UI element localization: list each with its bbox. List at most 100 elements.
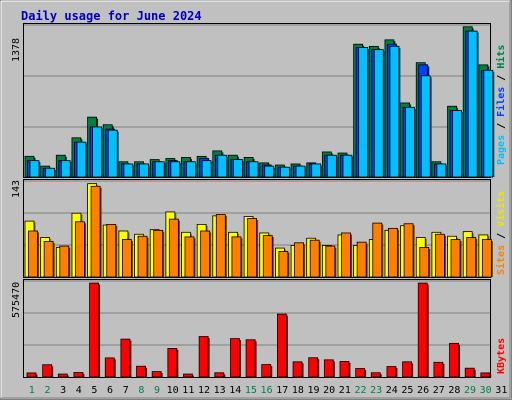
bar-sites-day-25 <box>403 223 414 278</box>
visits-sites-panel <box>23 179 493 278</box>
hits-files-pages-panel <box>23 23 495 178</box>
day-label-8: 8 <box>138 385 144 396</box>
day-label-4: 4 <box>76 385 82 396</box>
bar-pages-day-5 <box>92 126 102 178</box>
day-label-3: 3 <box>60 385 66 396</box>
bar-sites-day-20 <box>325 245 336 278</box>
bar-sites-day-11 <box>184 236 195 278</box>
bar-sites-day-4 <box>75 221 85 278</box>
day-label-19: 19 <box>308 385 320 396</box>
legend-hits: Hits <box>495 45 507 69</box>
bar-sites-day-17 <box>278 250 289 278</box>
bar-sites-day-24 <box>388 227 398 278</box>
bar-pages-day-20 <box>326 154 337 178</box>
bar-pages-day-18 <box>295 165 306 178</box>
bar-pages-day-28 <box>452 110 462 178</box>
bar-pages-day-12 <box>201 160 212 178</box>
bar-kbytes-day-8 <box>136 365 146 378</box>
bar-sites-day-9 <box>153 229 164 278</box>
bar-kbytes-day-24 <box>386 366 397 378</box>
day-label-12: 12 <box>198 385 210 396</box>
legend-visits: Visits <box>495 191 507 227</box>
kbytes-legend: KBytes <box>496 338 507 374</box>
day-label-25: 25 <box>401 385 413 396</box>
visits-max-label: 143 <box>11 180 22 198</box>
bar-sites-day-22 <box>356 241 367 278</box>
bar-kbytes-day-14 <box>230 338 240 378</box>
bar-pages-day-30 <box>483 69 494 178</box>
bar-kbytes-day-4 <box>73 372 84 378</box>
day-label-13: 13 <box>214 385 226 396</box>
day-label-15: 15 <box>245 385 257 396</box>
day-label-23: 23 <box>370 385 382 396</box>
bar-pages-day-25 <box>405 106 416 178</box>
legend-pages: Pages <box>496 135 507 165</box>
bar-pages-day-21 <box>342 154 353 178</box>
legend-files: Files <box>495 87 507 117</box>
day-label-22: 22 <box>354 385 366 396</box>
bar-kbytes-day-23 <box>370 372 381 378</box>
day-label-26: 26 <box>417 385 429 396</box>
bar-sites-day-27 <box>434 233 445 278</box>
bar-sites-day-26 <box>419 247 430 278</box>
bar-pages-day-26 <box>420 75 431 178</box>
bar-sites-day-15 <box>247 218 258 278</box>
bar-pages-day-19 <box>311 163 322 178</box>
bar-kbytes-day-19 <box>308 357 319 378</box>
day-label-7: 7 <box>123 385 129 396</box>
bar-kbytes-day-10 <box>167 348 178 378</box>
bar-pages-day-10 <box>170 161 181 178</box>
bar-sites-day-8 <box>137 235 148 278</box>
bar-kbytes-day-22 <box>355 368 366 378</box>
bar-pages-day-2 <box>45 167 56 178</box>
bar-sites-day-16 <box>262 235 273 278</box>
visits-legend: Sites / Visits <box>495 191 507 275</box>
bar-kbytes-day-7 <box>120 338 131 378</box>
day-label-21: 21 <box>339 385 351 396</box>
bar-kbytes-day-5 <box>89 282 99 378</box>
day-label-1: 1 <box>29 385 35 396</box>
bar-sites-day-10 <box>168 218 179 278</box>
bar-sites-day-1 <box>28 230 38 278</box>
day-labels: 1 2 3 4 5 6 7 8 9 10 11 12 13 14 15 16 17 18 19 20 21 22 23 24 2… <box>29 385 508 396</box>
day-label-31: 31 <box>495 385 507 396</box>
bar-kbytes-day-16 <box>261 364 272 378</box>
bar-sites-day-3 <box>59 245 70 278</box>
day-label-16: 16 <box>261 385 273 396</box>
bar-pages-day-24 <box>389 45 400 178</box>
bar-kbytes-day-1 <box>26 372 37 378</box>
bar-pages-day-27 <box>436 163 447 178</box>
bar-kbytes-day-21 <box>339 361 350 378</box>
kbytes-max-label: 575470 <box>11 282 22 318</box>
bar-kbytes-day-9 <box>151 371 162 378</box>
panel-plot-area <box>23 279 491 378</box>
day-label-11: 11 <box>182 385 194 396</box>
day-label-2: 2 <box>44 385 50 396</box>
bar-pages-day-13 <box>217 154 228 178</box>
bar-sites-day-2 <box>43 241 54 278</box>
bar-pages-day-11 <box>186 161 196 178</box>
bar-sites-day-19 <box>309 239 320 278</box>
bar-sites-day-7 <box>122 239 132 278</box>
bar-pages-day-29 <box>467 30 478 178</box>
bar-kbytes-day-28 <box>449 342 459 378</box>
day-label-29: 29 <box>464 385 476 396</box>
legend-sites: Sites <box>495 245 507 275</box>
bar-sites-day-29 <box>466 237 477 278</box>
bar-kbytes-day-18 <box>292 361 303 378</box>
day-label-24: 24 <box>386 385 398 396</box>
bar-kbytes-day-30 <box>480 372 491 378</box>
kbytes-panel <box>23 279 492 378</box>
bar-kbytes-day-20 <box>323 359 334 378</box>
bar-pages-day-15 <box>248 161 259 178</box>
hits-legend: Pages / Files / Hits <box>495 45 507 165</box>
bar-kbytes-day-15 <box>245 339 256 378</box>
bar-kbytes-day-2 <box>42 364 53 378</box>
day-label-6: 6 <box>107 385 113 396</box>
legend-kbytes: KBytes <box>496 338 507 374</box>
bar-sites-day-18 <box>294 242 304 278</box>
chart-title: Daily usage for June 2024 <box>21 9 202 23</box>
bar-sites-day-21 <box>341 232 351 278</box>
bar-pages-day-9 <box>154 161 165 178</box>
